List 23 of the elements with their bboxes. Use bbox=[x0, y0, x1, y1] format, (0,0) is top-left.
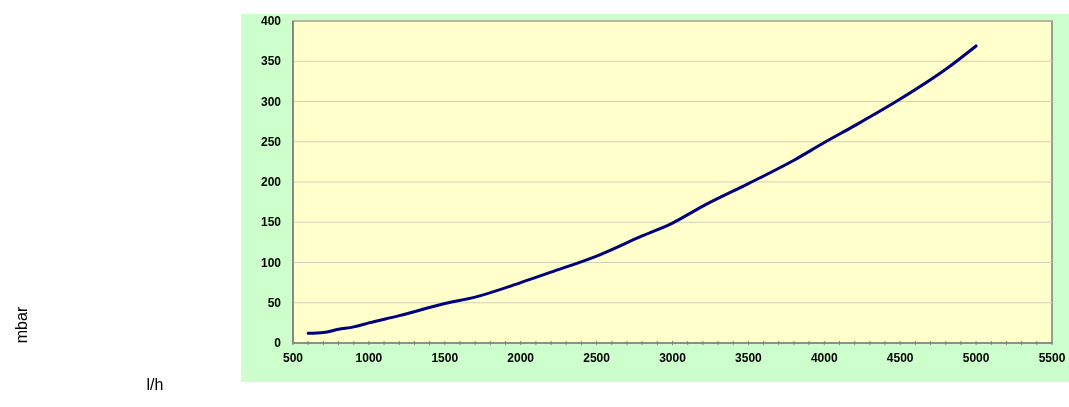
x-tick-label: 500 bbox=[282, 351, 304, 365]
y-tick-label: 100 bbox=[260, 255, 282, 270]
x-tick-label: 5000 bbox=[962, 351, 990, 365]
x-tick-label: 5500 bbox=[1038, 351, 1066, 365]
y-tick-label: 300 bbox=[260, 94, 282, 109]
text: mbar bbox=[13, 306, 30, 344]
x-tick-label: 3500 bbox=[735, 351, 763, 365]
y-tick-label: 400 bbox=[260, 14, 282, 28]
y-tick-label: 50 bbox=[267, 295, 282, 310]
x-tick-label: 4500 bbox=[886, 351, 914, 365]
y-tick-label: 200 bbox=[260, 175, 282, 189]
x-tick-label: 4000 bbox=[810, 351, 838, 365]
y-tick-label: 250 bbox=[260, 134, 282, 149]
y-tick-label: 350 bbox=[260, 54, 282, 69]
y-tick-label: 150 bbox=[260, 215, 282, 230]
x-tick-label: 1500 bbox=[431, 351, 459, 365]
x-tick-label: 2500 bbox=[583, 351, 611, 365]
text: l/h bbox=[146, 376, 164, 393]
line-series bbox=[306, 44, 978, 335]
x-tick-label: 2000 bbox=[507, 351, 535, 365]
x-tick-label: 1000 bbox=[355, 351, 383, 365]
x-tick-label: 3000 bbox=[659, 351, 687, 365]
y-tick-label: 0 bbox=[274, 336, 282, 350]
